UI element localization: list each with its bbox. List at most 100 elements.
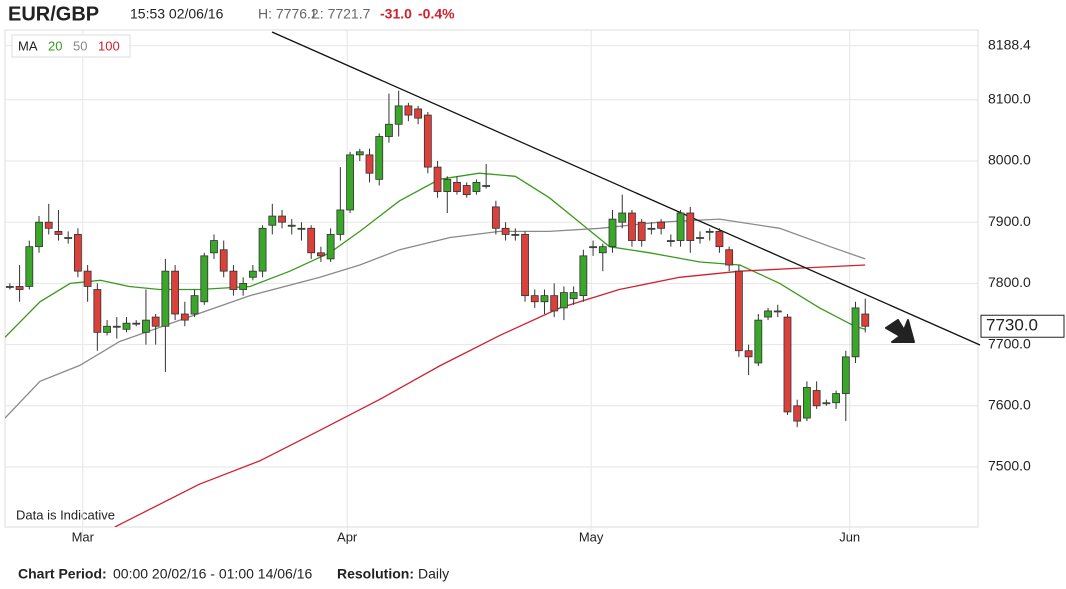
candle-body [501,227,510,235]
candle-body [200,255,209,303]
candle-body [307,227,316,254]
candle-body [161,270,170,327]
candle-body [346,154,354,211]
y-tick-label: 8188.4 [988,36,1031,52]
candle-body [297,227,306,230]
arrow [885,319,915,343]
candle-body [74,234,82,272]
candle-body [190,295,199,315]
candle-body [423,114,432,168]
candle-body [705,230,714,233]
candle-body [278,215,286,223]
last-price-box [980,314,1065,338]
candle-body [54,230,63,235]
legend-title: MA [18,38,38,53]
candle-body [550,295,559,312]
candle-body [598,246,607,254]
candle-body [132,322,141,325]
y-tick-label: 7500.0 [988,458,1031,474]
annotation: Data is Indicative [16,507,115,522]
legend-label: 50 [73,38,87,53]
candle-body [258,227,267,272]
legend-box [11,34,131,58]
candle-body [171,270,180,315]
candle-body [142,319,150,333]
candle-body [122,322,131,330]
candle-body [628,212,636,241]
candle-body [841,356,850,394]
candle-body [822,402,831,405]
candle-body [5,286,14,288]
candle-body [686,212,695,241]
candle-body [734,270,743,352]
candle-body [287,224,296,227]
candle-body [404,105,413,116]
candle-body [560,292,568,309]
candle-body [482,185,491,187]
candle-body [657,221,666,229]
period: 00:00 20/02/16 - 01:00 14/06/16 [113,566,312,582]
candle-body [812,390,821,407]
candle-body [326,234,335,260]
y-tick-label: 7700.0 [988,335,1031,351]
candle-body [618,212,627,223]
candle-body [239,282,248,290]
candle-body [443,178,452,192]
candle-body [44,221,53,229]
candle-body [579,255,588,297]
candle-body [666,240,675,242]
candle-body [248,270,257,278]
candle-body [180,313,189,321]
candle-body [151,316,160,327]
candle-body [93,289,102,333]
candle-body [696,237,704,239]
candle-body [433,166,442,192]
high: H: 7776.2 [258,6,319,22]
candle-body [715,230,724,248]
candle-body [793,405,802,422]
candle-body [540,295,549,303]
legend: MA 20 50 100 [11,34,131,58]
symbol: EUR/GBP [8,3,99,25]
candle-body [725,249,734,266]
candle-body [394,105,403,125]
candle-body [861,313,870,327]
candle-body [25,246,34,287]
candle-body [453,182,461,192]
candle-body [64,237,73,239]
candle-body [764,310,772,318]
candle-body [530,295,539,303]
candle-body [754,319,763,364]
legend-label: 20 [48,38,62,53]
candles [5,90,870,428]
low: L: 7721.7 [312,6,371,22]
candle-body [83,270,92,287]
candle-body [385,123,393,137]
x-tick-label: May [579,529,604,544]
x-tick-label: Mar [72,529,95,544]
candle-body [783,316,792,413]
y-tick-label: 7800.0 [988,274,1031,290]
resolution-label: Resolution: [337,566,414,582]
candle-body [336,209,345,235]
candle-body [569,292,578,300]
candle-body [773,310,782,313]
candle-body [851,307,860,358]
y-tick-label: 7600.0 [988,397,1031,413]
legend-label: 100 [98,38,120,53]
change: -31.0 [380,6,412,22]
ma-line [5,218,866,419]
trend-line [271,31,981,346]
candle-body [521,234,529,297]
candle-body [832,393,840,404]
candle-body [219,249,228,272]
candle-body [15,286,24,290]
candle-body [803,387,811,419]
candle-body [462,185,471,196]
candle-body [744,350,753,358]
candle-body [103,325,111,333]
candle-body [35,221,43,248]
x-tick-label: Jun [839,529,860,544]
last-price-label: 7730.0 [986,316,1038,335]
candle-body [229,270,238,290]
